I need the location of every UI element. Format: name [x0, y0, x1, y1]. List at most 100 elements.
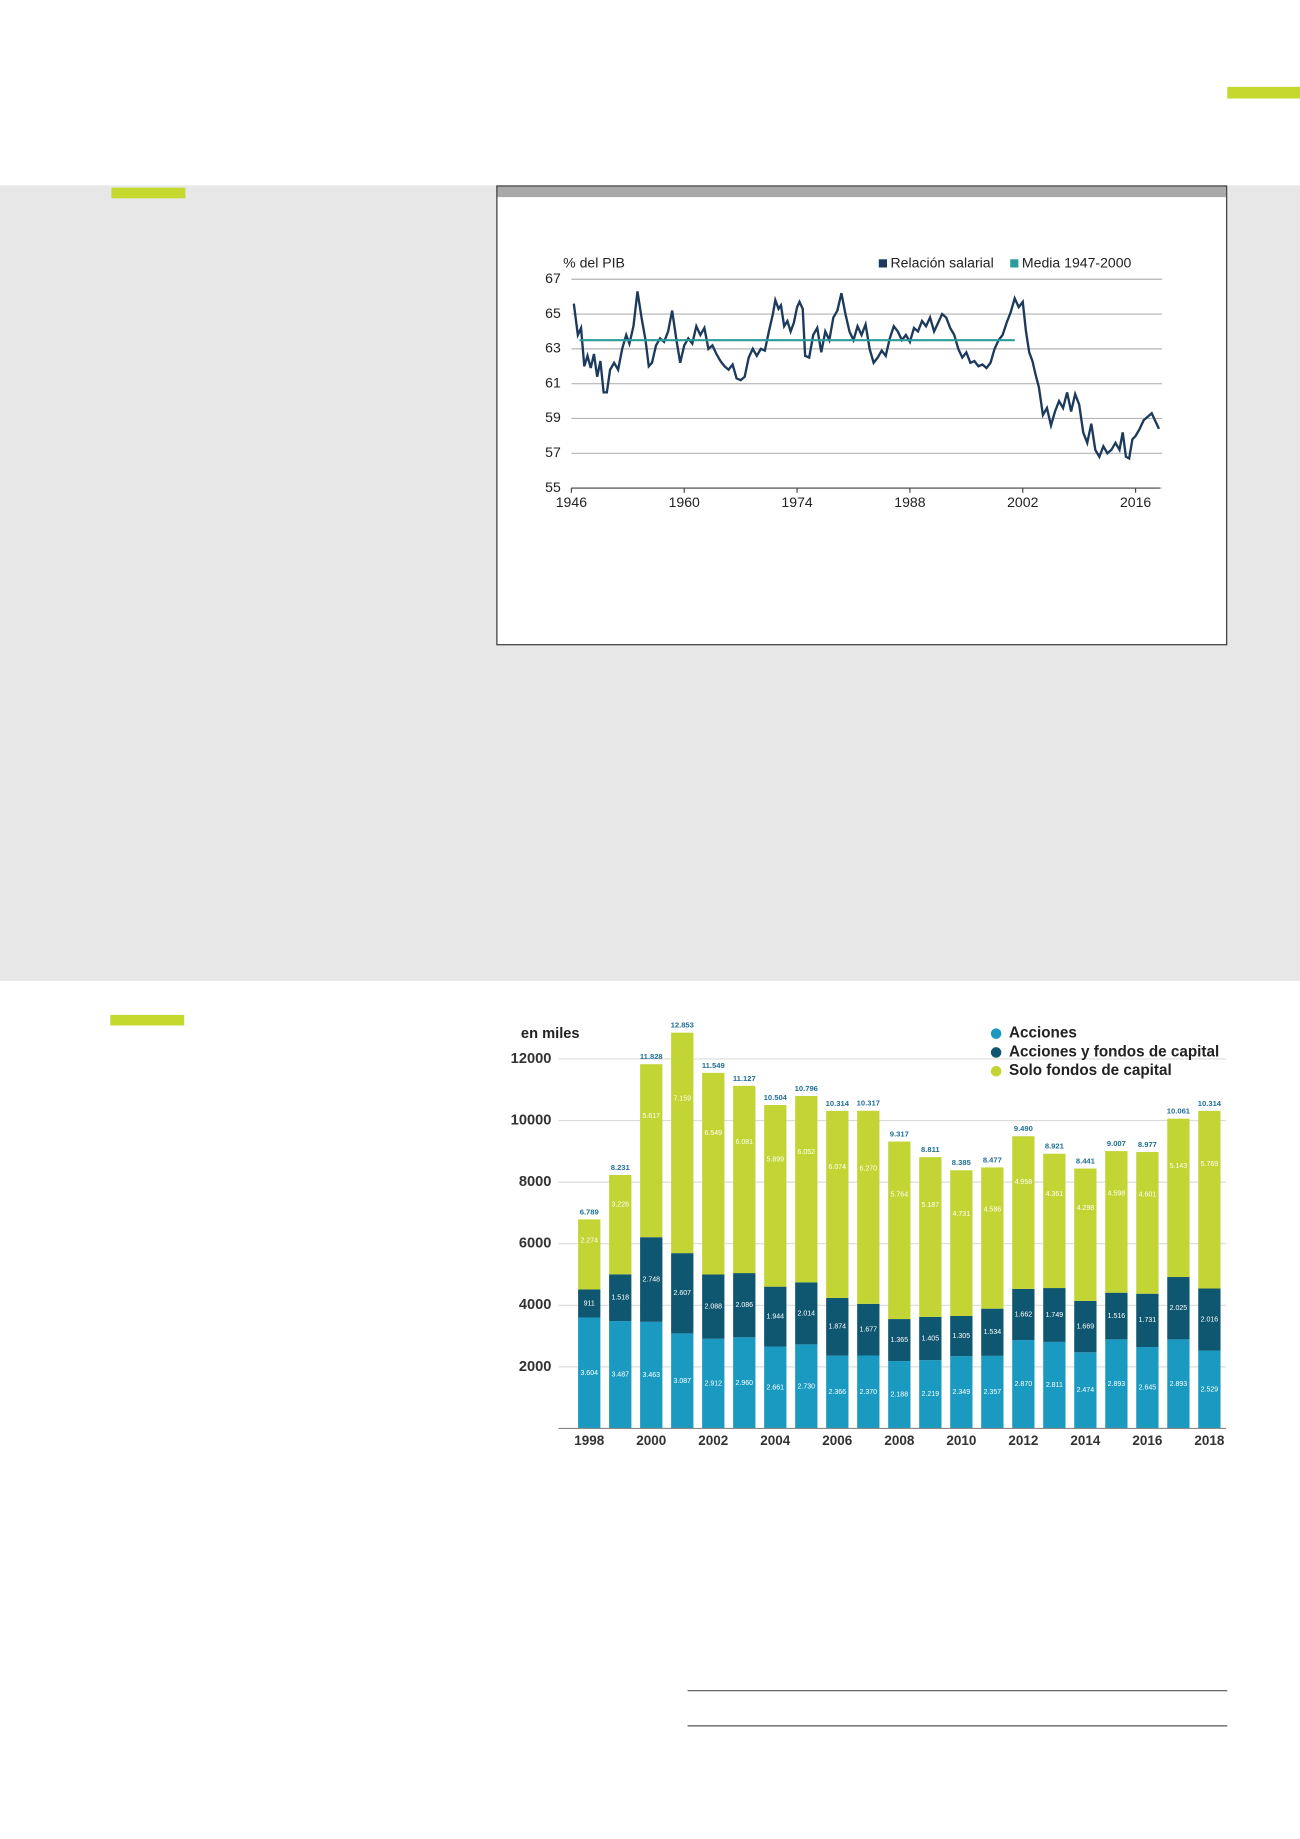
- bar-total-label: 11.127: [733, 1074, 756, 1083]
- y-tick-label: 10000: [511, 1112, 552, 1128]
- bar-value-label: 5.764: [891, 1192, 909, 1199]
- x-tick-label: 2002: [1007, 494, 1038, 510]
- bar-segment: [857, 1355, 880, 1429]
- bar-segment: [1074, 1168, 1097, 1301]
- bar-segment: [578, 1289, 601, 1318]
- bar-segment: [1043, 1288, 1066, 1342]
- accent-bar: [110, 1014, 185, 1026]
- bar-value-label: 4.598: [1108, 1190, 1126, 1197]
- y-tick-label: 65: [545, 305, 561, 321]
- legend-label: Solo fondos de capital: [1009, 1062, 1172, 1079]
- bar-value-label: 6.052: [798, 1149, 816, 1156]
- bar-value-label: 6.074: [829, 1164, 847, 1171]
- legend-label: Acciones: [1009, 1025, 1077, 1042]
- y-axis-label: en miles: [521, 1026, 580, 1042]
- bar-segment: [1167, 1118, 1190, 1278]
- bar-total-label: 8.441: [1076, 1157, 1096, 1166]
- bar-segment: [702, 1338, 725, 1429]
- bar-value-label: 4.601: [1139, 1191, 1157, 1198]
- bar-value-label: 6.081: [736, 1139, 754, 1146]
- line-series: [572, 291, 1161, 461]
- bar-value-label: 2.219: [922, 1391, 940, 1398]
- legend-label: Media 1947-2000: [1022, 255, 1132, 271]
- bar-segment: [640, 1064, 663, 1238]
- bar-segment: [857, 1303, 880, 1356]
- bar-segment: [733, 1337, 756, 1429]
- bar-value-label: 6.549: [704, 1130, 722, 1137]
- bar-value-label: 1.534: [984, 1329, 1002, 1336]
- bar-segment: [1167, 1277, 1190, 1340]
- bar-segment: [826, 1110, 849, 1298]
- bar-segment: [981, 1308, 1004, 1356]
- bar-segment: [609, 1321, 632, 1429]
- bar-total-label: 9.490: [1014, 1124, 1033, 1133]
- bar-total-label: 10.314: [826, 1099, 850, 1108]
- x-tick-label: 1974: [781, 494, 812, 510]
- bar-value-label: 2.370: [860, 1389, 878, 1396]
- bar-value-label: 6.270: [860, 1166, 878, 1173]
- bar-value-label: 1.305: [953, 1333, 971, 1340]
- bar-segment: [1198, 1288, 1221, 1351]
- bar-segment: [764, 1286, 787, 1347]
- legend-label: Acciones y fondos de capital: [1009, 1043, 1219, 1060]
- bar-value-label: 1.677: [860, 1327, 878, 1334]
- bar-value-label: 1.518: [611, 1295, 629, 1302]
- bar-total-label: 6.789: [580, 1207, 599, 1216]
- x-tick-label: 2012: [1008, 1433, 1038, 1448]
- chart-box: [496, 185, 1228, 646]
- y-tick-label: 59: [545, 409, 561, 425]
- bar-segment: [981, 1167, 1004, 1309]
- y-axis-label: % del PIB: [563, 255, 625, 271]
- bar-value-label: 1.874: [829, 1324, 847, 1331]
- bar-segment: [1012, 1136, 1035, 1289]
- bar-segment: [733, 1085, 756, 1274]
- bar-segment: [764, 1105, 787, 1287]
- bar-segment: [1167, 1339, 1190, 1429]
- bar-total-label: 10.796: [795, 1084, 818, 1093]
- bar-value-label: 7.159: [673, 1096, 691, 1103]
- bar-segment: [919, 1360, 942, 1429]
- legend-swatch: [878, 259, 888, 268]
- legend-swatch: [990, 1028, 1002, 1039]
- bar-value-label: 2.366: [829, 1389, 847, 1396]
- bar-total-label: 8.811: [921, 1145, 940, 1154]
- bar-total-label: 8.977: [1138, 1140, 1157, 1149]
- bar-total-label: 10.504: [764, 1093, 788, 1102]
- x-tick-label: 2014: [1070, 1433, 1100, 1448]
- bar-value-label: 911: [584, 1300, 595, 1307]
- bar-segment: [1105, 1339, 1128, 1429]
- bar-segment: [1012, 1340, 1035, 1429]
- bar-value-label: 4.731: [953, 1211, 971, 1218]
- bar-value-label: 2.811: [1046, 1382, 1063, 1389]
- x-tick-label: 2006: [822, 1433, 852, 1448]
- x-tick-label: 1960: [669, 494, 700, 510]
- x-tick-label: 2002: [698, 1433, 728, 1448]
- bar-value-label: 4.361: [1046, 1191, 1064, 1198]
- y-tick-label: 63: [545, 340, 561, 356]
- bar-value-label: 1.669: [1077, 1323, 1095, 1330]
- y-tick-label: 6000: [519, 1236, 552, 1252]
- accent-bar: [111, 187, 186, 199]
- bar-value-label: 2.960: [736, 1380, 754, 1387]
- bar-segment: [640, 1237, 663, 1322]
- y-tick-label: 67: [545, 270, 561, 286]
- bar-segment: [1136, 1293, 1159, 1348]
- bar-segment: [1074, 1352, 1097, 1429]
- bar-segment: [1043, 1341, 1066, 1429]
- bar-segment: [826, 1297, 849, 1356]
- bar-segment: [795, 1344, 818, 1429]
- y-tick-label: 8000: [519, 1174, 552, 1190]
- x-tick-label: 2018: [1194, 1433, 1224, 1448]
- bar-value-label: 2.274: [580, 1237, 598, 1244]
- bar-value-label: 2.730: [798, 1383, 816, 1390]
- bar-value-label: 3.087: [673, 1378, 691, 1385]
- bar-total-label: 8.231: [611, 1163, 631, 1172]
- x-tick-label: 2000: [636, 1433, 666, 1448]
- bar-value-label: 2.357: [984, 1389, 1002, 1396]
- bar-value-label: 3.604: [580, 1370, 598, 1377]
- y-tick-label: 2000: [519, 1359, 552, 1375]
- bar-segment: [578, 1219, 601, 1290]
- bar-segment: [671, 1333, 694, 1429]
- bar-total-label: 8.477: [983, 1155, 1002, 1164]
